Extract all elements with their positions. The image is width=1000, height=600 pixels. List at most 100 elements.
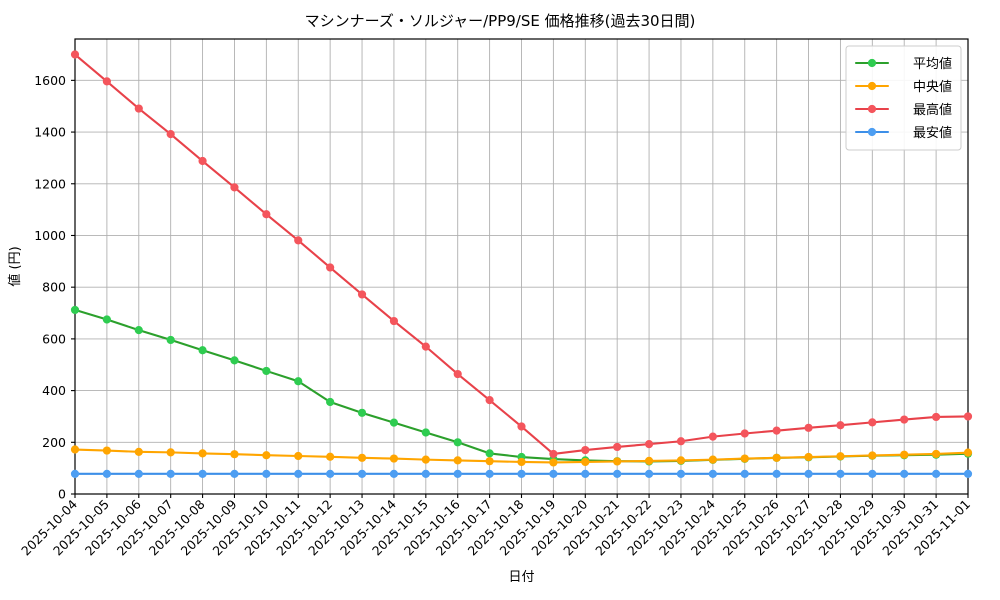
data-point-marker (485, 396, 494, 405)
series-4 (70, 469, 973, 478)
data-point-marker (932, 449, 941, 459)
data-point-marker (294, 469, 303, 478)
data-point-marker (357, 453, 367, 462)
data-point-marker (644, 440, 654, 449)
legend-swatch-marker (867, 58, 877, 68)
series-3 (70, 50, 973, 459)
data-point-marker (102, 469, 111, 478)
legend-swatch-marker (867, 127, 877, 137)
data-point-marker (836, 421, 845, 430)
series-layer (70, 50, 973, 478)
legend-item-1[interactable]: 平均値 (854, 56, 952, 72)
data-point-marker (772, 453, 781, 462)
x-axis-ticks: 2025-10-042025-10-052025-10-062025-10-07… (18, 494, 973, 558)
data-point-marker (198, 156, 207, 166)
legend-item-label: 平均値 (913, 56, 952, 72)
data-point-marker (549, 458, 558, 467)
y-axis-tick-label: 400 (42, 383, 66, 398)
data-point-marker (963, 448, 973, 457)
y-axis-ticks: 0 200 400 600 800 1000 1200 1400 1600 (34, 73, 75, 502)
data-point-marker (166, 448, 175, 457)
data-point-marker (389, 469, 399, 478)
data-point-marker (166, 130, 175, 139)
data-point-marker (900, 450, 909, 459)
data-point-marker (294, 451, 303, 461)
data-point-marker (389, 454, 399, 463)
data-point-marker (963, 469, 973, 478)
data-point-marker (772, 469, 781, 478)
axis-titles: 日付 値 (円) (7, 246, 535, 585)
data-point-marker (804, 423, 813, 432)
data-point-marker (70, 469, 80, 478)
series-2 (70, 445, 973, 467)
data-point-marker (453, 469, 462, 478)
y-axis-tick-label: 1000 (34, 228, 66, 243)
data-point-marker (326, 263, 335, 272)
data-point-marker (198, 469, 207, 478)
data-point-marker (230, 356, 239, 365)
legend-swatch-marker (867, 81, 877, 91)
y-axis-tick-label: 800 (42, 280, 66, 295)
data-point-marker (581, 469, 590, 478)
data-point-marker (421, 455, 430, 464)
data-point-marker (134, 447, 143, 456)
data-point-marker (134, 104, 143, 113)
data-point-marker (613, 457, 622, 466)
data-point-marker (740, 454, 749, 463)
data-point-marker (421, 469, 430, 478)
data-point-marker (868, 451, 877, 460)
data-point-marker (262, 451, 271, 460)
data-point-marker (421, 428, 430, 437)
data-point-marker (262, 366, 271, 376)
legend-background (845, 45, 962, 151)
data-point-marker (517, 457, 526, 467)
y-axis-tick-label: 0 (58, 487, 66, 502)
data-point-marker (102, 315, 111, 324)
data-point-marker (740, 429, 749, 438)
data-point-marker (230, 183, 239, 192)
data-point-marker (389, 418, 399, 427)
data-point-marker (70, 445, 80, 454)
data-point-marker (357, 408, 367, 417)
y-axis-tick-label: 600 (42, 331, 66, 346)
legend-swatch-marker (867, 104, 877, 114)
chart-title: マシンナーズ・ソルジャー/PP9/SE 価格推移(過去30日間) (304, 12, 696, 30)
data-point-marker (326, 397, 335, 407)
legend-item-4[interactable]: 最安値 (854, 125, 952, 141)
data-point-marker (230, 450, 239, 459)
data-point-marker (900, 469, 909, 478)
data-point-marker (294, 236, 303, 245)
data-point-marker (676, 456, 686, 465)
data-point-marker (70, 50, 80, 59)
data-point-marker (740, 469, 749, 478)
data-point-marker (708, 469, 717, 478)
data-point-marker (357, 469, 367, 478)
legend-item-3[interactable]: 最高値 (854, 102, 952, 118)
data-point-marker (676, 469, 686, 478)
data-point-marker (581, 445, 590, 455)
data-point-marker (421, 342, 430, 351)
data-point-marker (963, 412, 973, 421)
data-point-marker (772, 426, 781, 435)
legend-item-label: 中央値 (913, 79, 952, 95)
data-point-marker (166, 469, 175, 478)
data-point-marker (708, 432, 717, 441)
y-axis-tick-label: 1600 (34, 73, 66, 88)
data-point-marker (644, 456, 654, 466)
legend-item-2[interactable]: 中央値 (854, 79, 952, 95)
data-point-marker (932, 412, 941, 422)
y-axis-tick-label: 1200 (34, 176, 66, 191)
data-point-marker (836, 469, 845, 478)
data-point-marker (102, 77, 111, 86)
data-point-marker (198, 449, 207, 458)
data-point-marker (262, 469, 271, 478)
data-point-marker (868, 418, 877, 427)
data-point-marker (166, 335, 175, 345)
data-point-marker (581, 457, 590, 467)
data-point-marker (676, 437, 686, 446)
data-point-marker (326, 469, 335, 478)
data-point-marker (613, 469, 622, 478)
